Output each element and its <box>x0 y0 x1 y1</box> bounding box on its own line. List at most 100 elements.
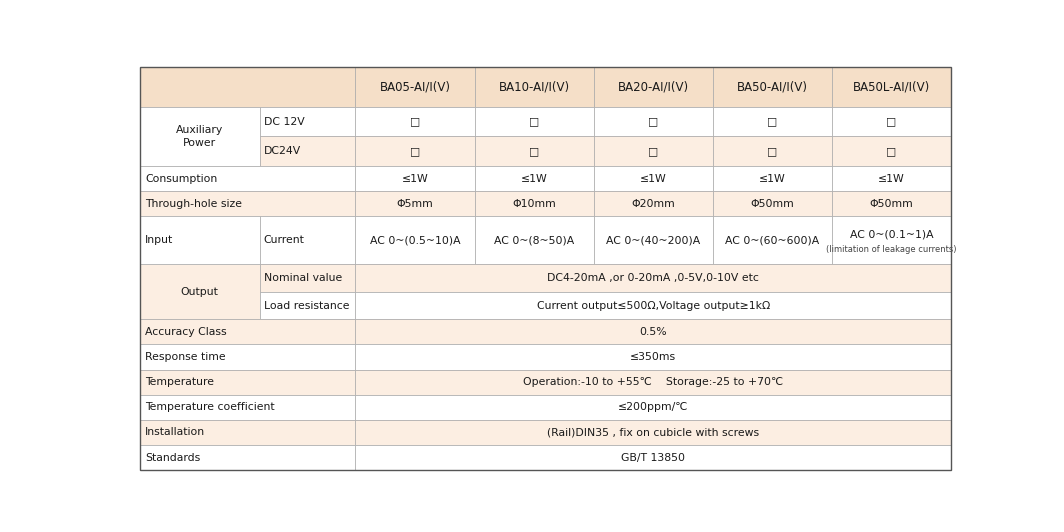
Text: ≤350ms: ≤350ms <box>630 352 677 362</box>
Text: GB/T 13850: GB/T 13850 <box>621 453 685 463</box>
Text: Temperature: Temperature <box>146 377 214 387</box>
Text: Φ50mm: Φ50mm <box>750 199 794 209</box>
Bar <box>594 107 713 137</box>
Bar <box>355 191 475 217</box>
Bar <box>713 191 832 217</box>
Text: ≤1W: ≤1W <box>759 173 785 184</box>
Bar <box>832 217 951 264</box>
Text: BA05-AI/I(V): BA05-AI/I(V) <box>380 80 450 94</box>
Bar <box>832 67 951 107</box>
Text: Accuracy Class: Accuracy Class <box>146 327 227 337</box>
Bar <box>355 420 951 445</box>
Bar <box>139 370 355 395</box>
Text: □: □ <box>648 117 659 127</box>
Bar <box>139 345 355 370</box>
Text: Standards: Standards <box>146 453 201 463</box>
Bar <box>475 107 594 137</box>
Text: □: □ <box>886 146 897 156</box>
Text: BA50-AI/I(V): BA50-AI/I(V) <box>737 80 808 94</box>
Bar <box>355 166 475 191</box>
Bar <box>139 67 355 107</box>
Bar <box>832 137 951 166</box>
Bar <box>260 137 355 166</box>
Bar <box>355 264 951 292</box>
Text: Temperature coefficient: Temperature coefficient <box>146 402 275 412</box>
Text: BA50L-AI/I(V): BA50L-AI/I(V) <box>853 80 930 94</box>
Bar <box>355 217 475 264</box>
Text: ≤200ppm/℃: ≤200ppm/℃ <box>618 402 688 412</box>
Text: ≤1W: ≤1W <box>639 173 666 184</box>
Bar <box>355 445 951 470</box>
Text: □: □ <box>410 117 420 127</box>
Text: □: □ <box>410 146 420 156</box>
Bar <box>355 107 475 137</box>
Bar <box>594 67 713 107</box>
Text: ≤1W: ≤1W <box>401 173 429 184</box>
Bar <box>139 166 355 191</box>
Text: Consumption: Consumption <box>146 173 218 184</box>
Text: Installation: Installation <box>146 428 205 437</box>
Text: BA10-AI/I(V): BA10-AI/I(V) <box>499 80 569 94</box>
Bar <box>713 107 832 137</box>
Bar <box>355 345 951 370</box>
Bar <box>475 137 594 166</box>
Bar <box>355 292 951 319</box>
Bar <box>139 217 260 264</box>
Bar <box>713 217 832 264</box>
Text: □: □ <box>767 146 778 156</box>
Text: AC 0~(8~50)A: AC 0~(8~50)A <box>494 235 575 245</box>
Text: Input: Input <box>146 235 173 245</box>
Text: AC 0~(60~600)A: AC 0~(60~600)A <box>726 235 819 245</box>
Bar <box>832 191 951 217</box>
Bar <box>355 67 475 107</box>
Bar <box>260 107 355 137</box>
Text: Current: Current <box>264 235 304 245</box>
Text: ≤1W: ≤1W <box>520 173 548 184</box>
Bar <box>475 217 594 264</box>
Text: Output: Output <box>181 287 218 297</box>
Text: □: □ <box>767 117 778 127</box>
Bar <box>832 166 951 191</box>
Text: (Rail)DIN35 , fix on cubicle with screws: (Rail)DIN35 , fix on cubicle with screws <box>547 428 760 437</box>
Bar <box>355 137 475 166</box>
Text: DC24V: DC24V <box>264 146 301 156</box>
Bar <box>260 292 355 319</box>
Text: Φ20mm: Φ20mm <box>631 199 675 209</box>
Bar <box>139 420 355 445</box>
Bar <box>139 107 260 166</box>
Text: □: □ <box>886 117 897 127</box>
Bar <box>355 395 951 420</box>
Text: DC 12V: DC 12V <box>264 117 304 127</box>
Text: AC 0~(40~200)A: AC 0~(40~200)A <box>606 235 700 245</box>
Bar <box>475 191 594 217</box>
Bar <box>832 107 951 137</box>
Bar <box>594 217 713 264</box>
Text: Nominal value: Nominal value <box>264 273 342 283</box>
Text: Φ50mm: Φ50mm <box>869 199 913 209</box>
Text: DC4-20mA ,or 0-20mA ,0-5V,0-10V etc: DC4-20mA ,or 0-20mA ,0-5V,0-10V etc <box>547 273 759 283</box>
Bar <box>139 191 355 217</box>
Text: BA20-AI/I(V): BA20-AI/I(V) <box>618 80 688 94</box>
Text: 0.5%: 0.5% <box>639 327 667 337</box>
Text: AC 0~(0.5~10)A: AC 0~(0.5~10)A <box>369 235 461 245</box>
Bar <box>260 217 355 264</box>
Bar <box>594 166 713 191</box>
Text: □: □ <box>529 117 539 127</box>
Text: Load resistance: Load resistance <box>264 301 349 311</box>
Bar <box>713 67 832 107</box>
Text: Through-hole size: Through-hole size <box>146 199 243 209</box>
Text: ≤1W: ≤1W <box>878 173 904 184</box>
Bar <box>475 166 594 191</box>
Text: Auxiliary
Power: Auxiliary Power <box>176 125 223 148</box>
Bar <box>139 445 355 470</box>
Bar <box>594 137 713 166</box>
Bar <box>139 264 260 319</box>
Bar <box>475 67 594 107</box>
Text: □: □ <box>529 146 539 156</box>
Bar <box>139 319 355 345</box>
Text: Current output≤500Ω,Voltage output≥1kΩ: Current output≤500Ω,Voltage output≥1kΩ <box>536 301 770 311</box>
Text: Response time: Response time <box>146 352 226 362</box>
Text: (limitation of leakage currents): (limitation of leakage currents) <box>826 245 957 254</box>
Text: Φ5mm: Φ5mm <box>397 199 433 209</box>
Bar <box>355 319 951 345</box>
